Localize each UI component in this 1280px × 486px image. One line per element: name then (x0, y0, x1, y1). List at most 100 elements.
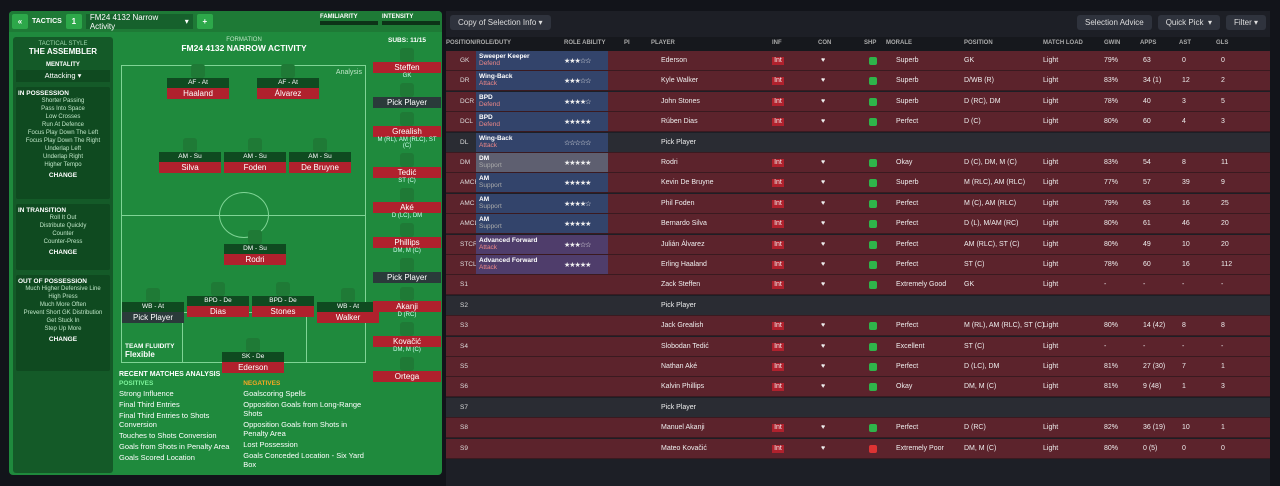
player-card[interactable]: AM - Su Foden (224, 138, 286, 173)
table-row[interactable]: S1 Zack Steffen Int ♥ Extremely Good GK Light -… (446, 275, 1270, 296)
column-header[interactable]: ROLE ABILITY (564, 40, 606, 46)
info-badge[interactable]: Int (772, 57, 784, 65)
player-name[interactable]: Pick Player (661, 138, 697, 146)
player-card[interactable]: AF - At Álvarez (257, 64, 319, 99)
table-row[interactable]: S4 Slobodan Tedić Int ♥ Excellent ST (C) Light… (446, 336, 1270, 357)
sub-slot[interactable]: Kovačić DM, M (C) (373, 322, 441, 353)
table-row[interactable]: S8 Manuel Akanji Int ♥ Perfect D (RC) Light 82%… (446, 418, 1270, 439)
sub-slot[interactable]: Pick Player (373, 83, 441, 108)
table-row[interactable]: DR Wing-Back Attack ★★★☆☆ Kyle Walker Int ♥ Sup… (446, 71, 1270, 92)
info-badge[interactable]: Int (772, 118, 784, 127)
role-duty-select[interactable]: Advanced Forward Attack (476, 234, 608, 254)
sub-slot[interactable]: Akanji D (RC) (373, 287, 441, 318)
sub-slot[interactable]: Tedić ST (C) (373, 153, 441, 184)
role-duty-select[interactable]: BPD Defend (476, 112, 608, 132)
table-row[interactable]: STCL Advanced Forward Attack ★★★★★ Erling Ha… (446, 255, 1270, 275)
info-badge[interactable]: Int (772, 383, 784, 392)
collapse-icon[interactable]: « (12, 14, 28, 29)
sub-slot[interactable]: Ortega (373, 357, 441, 382)
player-name[interactable]: Phil Foden (661, 199, 695, 207)
info-badge[interactable]: Int (772, 444, 784, 453)
analysis-toggle[interactable]: Analysis (335, 69, 362, 76)
player-name[interactable]: Kyle Walker (661, 77, 699, 85)
column-header[interactable]: APPS (1140, 40, 1157, 46)
role-duty-select[interactable]: AM Support (476, 173, 608, 193)
column-header[interactable]: POSITION (964, 40, 993, 46)
player-card[interactable]: WB - At Pick Player (122, 288, 184, 323)
column-header[interactable]: INF (772, 40, 782, 46)
change-button[interactable]: CHANGE (48, 336, 78, 343)
table-row[interactable]: S6 Kalvin Phillips Int ♥ Okay DM, M (C) Light 8… (446, 377, 1270, 398)
change-button[interactable]: CHANGE (48, 172, 78, 179)
change-button[interactable]: CHANGE (48, 249, 78, 256)
filter-button[interactable]: Filter ▾ (1225, 14, 1266, 30)
player-name[interactable]: Zack Steffen (661, 281, 701, 289)
selection-advice-button[interactable]: Selection Advice (1077, 14, 1152, 30)
table-row[interactable]: S3 Jack Grealish Int ♥ Perfect M (RL), AM (RL… (446, 316, 1270, 337)
role-duty-select[interactable]: Sweeper Keeper Defend (476, 51, 608, 70)
player-name[interactable]: Julián Álvarez (661, 240, 705, 248)
recent-matches-label[interactable]: RECENT MATCHES ANALYSIS (119, 371, 221, 378)
mentality-select[interactable]: Attacking ▾ (16, 70, 110, 82)
column-header[interactable]: SHP (864, 40, 877, 46)
column-header[interactable]: PLAYER (651, 40, 675, 46)
table-row[interactable]: DCR BPD Defend ★★★★☆ John Stones Int ♥ Superb D … (446, 91, 1270, 112)
sub-slot[interactable]: Steffen GK (373, 48, 441, 79)
info-badge[interactable]: Int (772, 199, 784, 208)
player-card[interactable]: DM - Su Rodri (224, 230, 286, 265)
player-name[interactable]: Kevin De Bruyne (661, 179, 714, 187)
info-badge[interactable]: Int (772, 179, 784, 188)
role-duty-select[interactable]: Wing-Back Attack (476, 132, 608, 152)
info-badge[interactable]: Int (772, 363, 784, 371)
column-header[interactable]: PI (624, 40, 630, 46)
role-duty-select[interactable]: Advanced Forward Attack (476, 255, 608, 274)
table-row[interactable]: DM DM Support ★★★★★ Rodri Int ♥ Okay D (C), DM, … (446, 153, 1270, 173)
info-badge[interactable]: Int (772, 97, 784, 106)
role-duty-select[interactable]: AM Support (476, 193, 608, 213)
player-name[interactable]: Rodri (661, 159, 678, 166)
player-name[interactable]: Rúben Dias (661, 118, 698, 126)
info-badge[interactable]: Int (772, 240, 784, 249)
column-header[interactable]: AST (1179, 40, 1191, 46)
quick-pick-button[interactable]: Quick Pick ▾ (1157, 14, 1220, 30)
sub-slot[interactable]: Pick Player (373, 258, 441, 283)
player-card[interactable]: AF - At Haaland (167, 64, 229, 99)
player-name[interactable]: Pick Player (661, 403, 697, 411)
table-row[interactable]: DL Wing-Back Attack ☆☆☆☆☆ Pick Player (446, 132, 1270, 153)
table-row[interactable]: S7 Pick Player (446, 397, 1270, 418)
player-name[interactable]: John Stones (661, 97, 700, 105)
player-card[interactable]: AM - Su Silva (159, 138, 221, 173)
add-tactic-button[interactable]: + (196, 14, 213, 29)
player-name[interactable]: Kalvin Phillips (661, 383, 705, 391)
column-header[interactable]: GLS (1216, 40, 1229, 46)
player-name[interactable]: Jack Grealish (661, 322, 704, 330)
player-name[interactable]: Mateo Kovačić (661, 444, 707, 452)
table-row[interactable]: AMCL AM Support ★★★★★ Bernardo Silva Int ♥ Perf… (446, 214, 1270, 235)
info-badge[interactable]: Int (772, 261, 784, 269)
sub-slot[interactable]: Grealish M (RL), AM (RLC), ST (C) (373, 112, 441, 149)
info-badge[interactable]: Int (772, 424, 784, 433)
table-row[interactable]: S5 Nathan Aké Int ♥ Perfect D (LC), DM Light 81… (446, 357, 1270, 377)
column-header[interactable]: POSITION/ROLE/DUTY (446, 40, 512, 46)
table-row[interactable]: GK Sweeper Keeper Defend ★★★☆☆ Ederson Int ♥ Su… (446, 51, 1270, 71)
player-name[interactable]: Bernardo Silva (661, 220, 707, 228)
copy-selection-button[interactable]: Copy of Selection Info ▾ (450, 14, 551, 30)
player-name[interactable]: Slobodan Tedić (661, 342, 709, 350)
player-name[interactable]: Pick Player (661, 301, 697, 309)
player-card[interactable]: BPD - De Dias (187, 282, 249, 317)
tactic-select[interactable]: FM24 4132 Narrow Activity ▾ (85, 13, 193, 31)
role-duty-select[interactable]: DM Support (476, 153, 608, 172)
column-header[interactable]: GWIN (1104, 40, 1121, 46)
info-badge[interactable]: Int (772, 159, 784, 167)
player-name[interactable]: Nathan Aké (661, 363, 698, 370)
table-row[interactable]: DCL BPD Defend ★★★★★ Rúben Dias Int ♥ Perfect D … (446, 112, 1270, 133)
column-header[interactable]: MORALE (886, 40, 912, 46)
sub-slot[interactable]: Aké D (LC), DM (373, 188, 441, 219)
player-card[interactable]: BPD - De Stones (252, 282, 314, 317)
formation-name[interactable]: FM24 4132 NARROW ACTIVITY (181, 43, 307, 53)
table-row[interactable]: AMC AM Support ★★★★☆ Phil Foden Int ♥ Perfect M … (446, 193, 1270, 214)
table-row[interactable]: STCR Advanced Forward Attack ★★★☆☆ Julián Ál… (446, 234, 1270, 255)
style-name[interactable]: THE ASSEMBLER (28, 47, 98, 56)
player-name[interactable]: Erling Haaland (661, 261, 707, 268)
info-badge[interactable]: Int (772, 220, 784, 229)
